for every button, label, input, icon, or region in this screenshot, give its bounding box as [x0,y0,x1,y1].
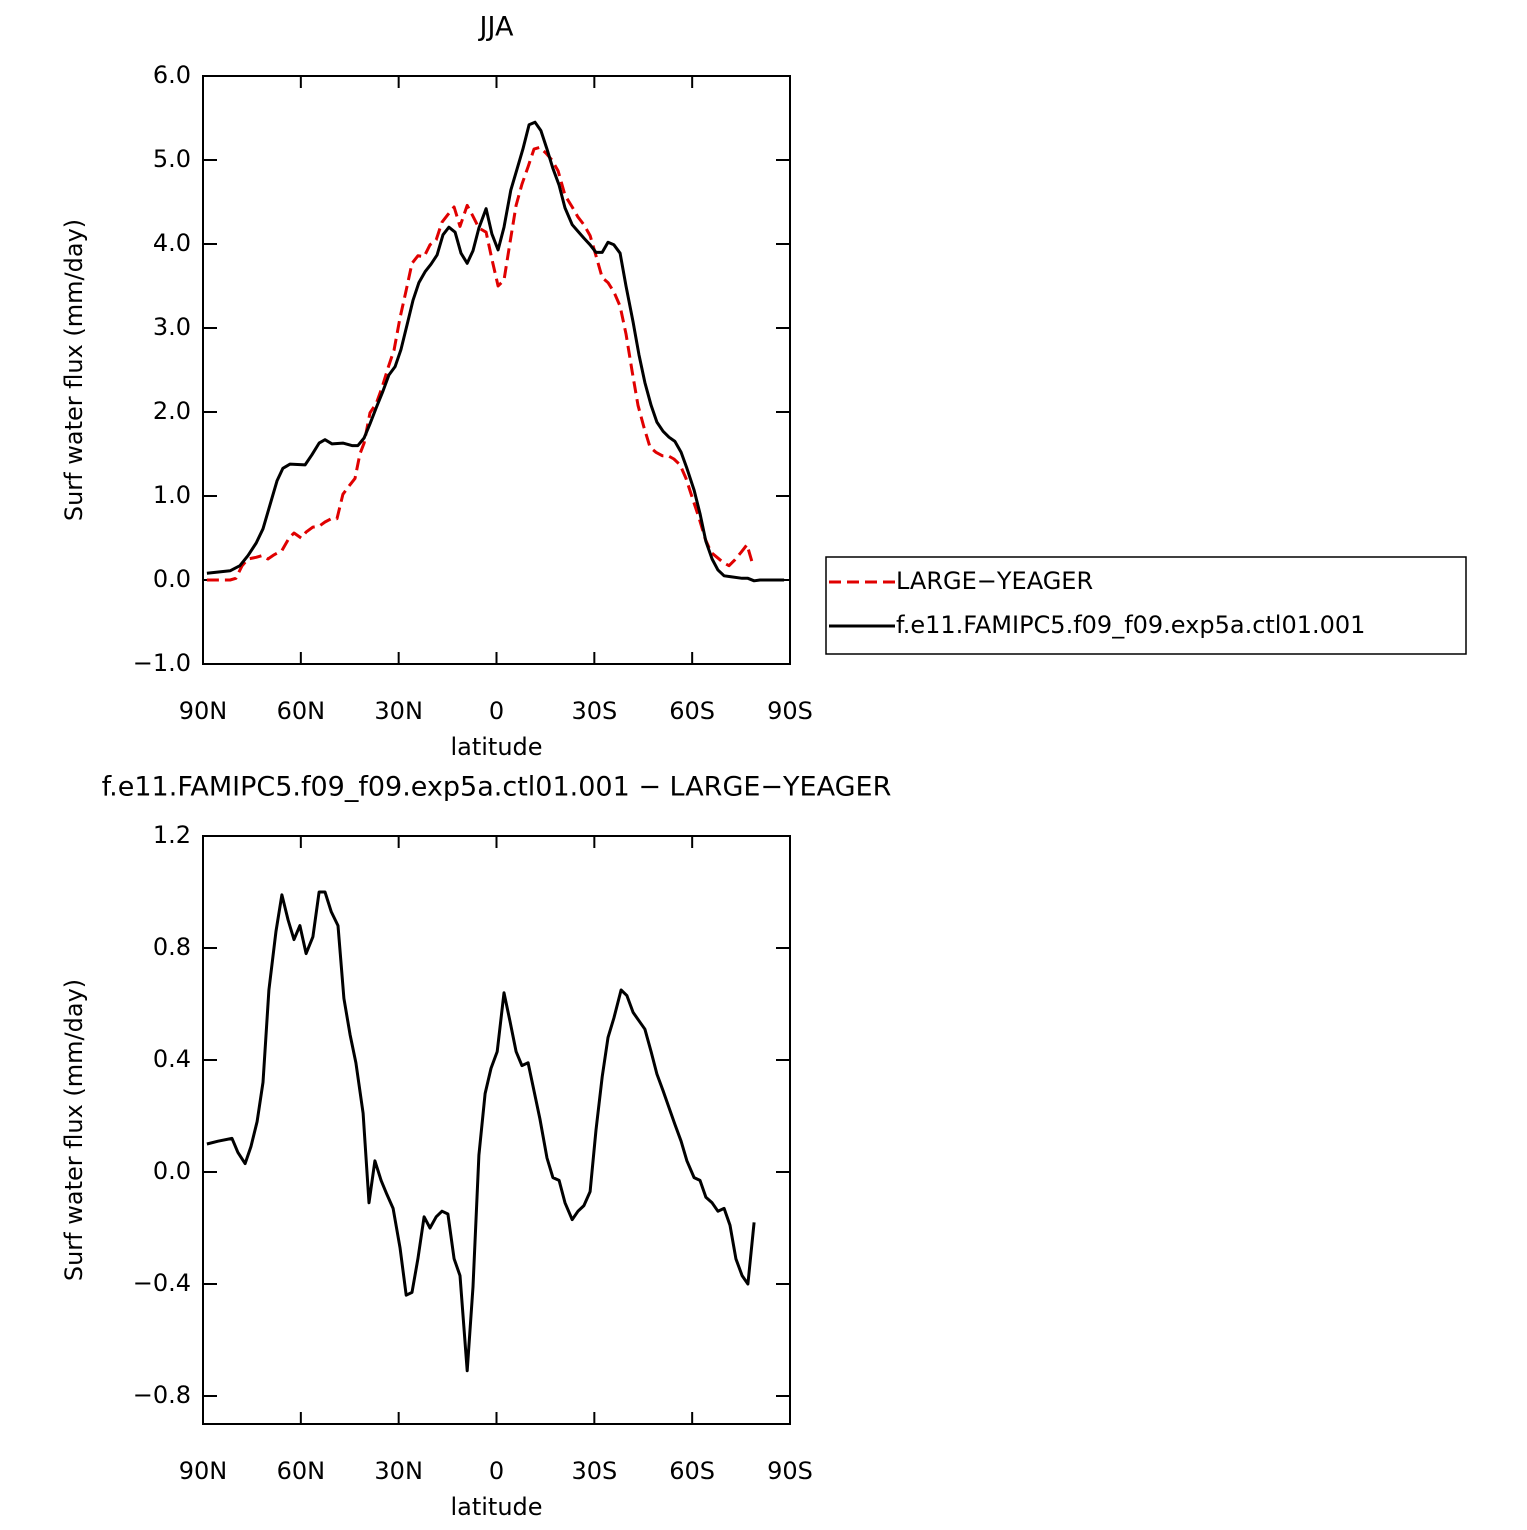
x-tick-label: 30S [571,697,617,725]
y-tick-label: 4.0 [153,229,191,257]
x-tick-label: 90N [179,1457,228,1485]
x-tick-label: 90S [767,697,813,725]
y-axis-label: Surf water flux (mm/day) [60,979,88,1281]
y-tick-label: 0.0 [153,1157,191,1185]
y-tick-label: 0.8 [153,933,191,961]
legend: LARGE−YEAGER f.e11.FAMIPC5.f09_f09.exp5a.… [825,556,1467,655]
x-tick-label: 0 [489,697,504,725]
panel: f.e11.FAMIPC5.f09_f09.exp5a.ctl01.001 − … [60,772,891,1522]
legend-box [825,556,1467,655]
x-tick-label: 60S [669,697,715,725]
x-tick-label: 90S [767,1457,813,1485]
x-tick-label: 60S [669,1457,715,1485]
x-tick-label: 30N [374,1457,423,1485]
x-tick-label: 30S [571,1457,617,1485]
y-tick-label: 6.0 [153,61,191,89]
x-tick-label: 30N [374,697,423,725]
legend-label: f.e11.FAMIPC5.f09_f09.exp5a.ctl01.001 [896,611,1365,639]
y-tick-label: −1.0 [133,649,191,677]
y-tick-label: −0.4 [133,1269,191,1297]
x-tick-label: 60N [277,697,326,725]
legend-label: LARGE−YEAGER [896,567,1093,595]
data-line [206,120,785,583]
y-tick-label: 5.0 [153,145,191,173]
panel: JJA latitude Surf water flux (mm/day) 90N 60… [60,12,1467,761]
x-tick-label: 0 [489,1457,504,1485]
plot-frame [202,75,791,665]
y-tick-label: 1.2 [153,821,191,849]
chart-title: JJA [478,12,514,43]
y-tick-label: 0.0 [153,565,191,593]
x-tick-label: 90N [179,697,228,725]
plot-frame [202,835,791,1425]
x-tick-label: 60N [277,1457,326,1485]
y-tick-label: 3.0 [153,313,191,341]
y-tick-label: 0.4 [153,1045,191,1073]
x-axis-label: latitude [450,733,542,761]
x-axis-label: latitude [450,1493,542,1521]
y-tick-label: 1.0 [153,481,191,509]
data-line [206,890,756,1373]
data-line [206,145,755,582]
chart-title: f.e11.FAMIPC5.f09_f09.exp5a.ctl01.001 − … [102,772,892,803]
y-tick-label: 2.0 [153,397,191,425]
y-tick-label: −0.8 [133,1381,191,1409]
y-axis-label: Surf water flux (mm/day) [60,219,88,521]
